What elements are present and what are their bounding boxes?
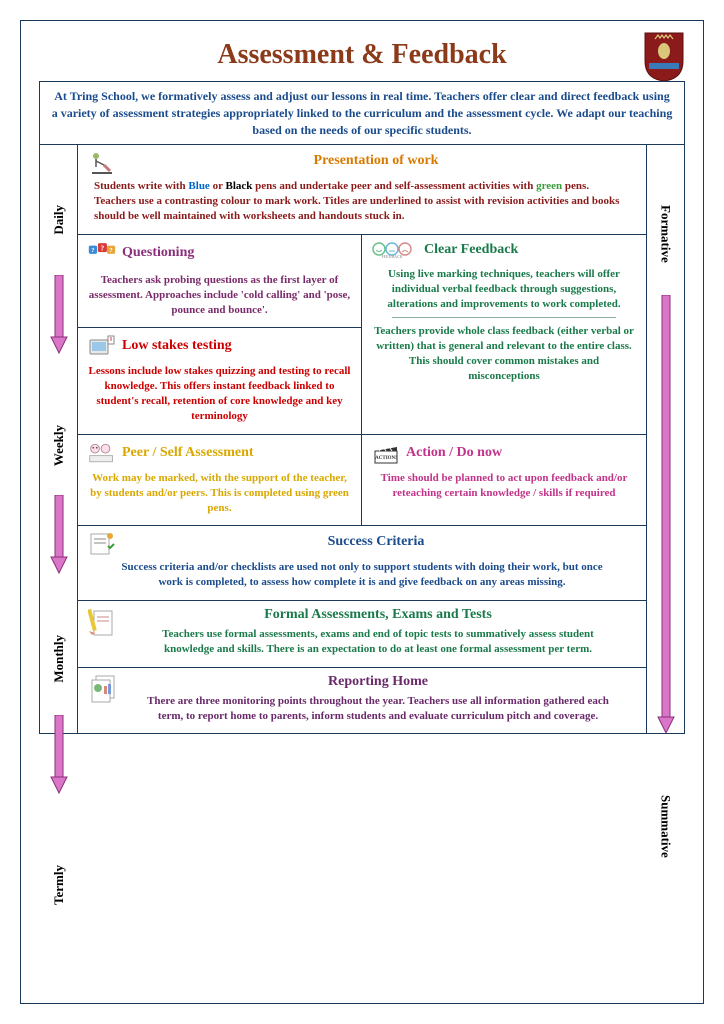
section-questioning: ? ? ? Questioning Teachers ask probing q…	[78, 235, 361, 329]
label-daily: Daily	[51, 205, 67, 235]
writing-icon	[88, 151, 116, 175]
header: Assessment & Feedback	[39, 39, 685, 71]
main-grid: Daily Weekly Monthly Termly	[40, 145, 684, 733]
success-body: Success criteria and/or checklists are u…	[88, 560, 636, 590]
questioning-title: Questioning	[122, 245, 194, 261]
presentation-body: Students write with Blue or Black pens a…	[88, 179, 636, 224]
pencil-paper-icon	[88, 607, 120, 639]
report-papers-icon	[88, 674, 120, 704]
section-formal: Formal Assessments, Exams and Tests Teac…	[78, 601, 646, 668]
svg-text:?: ?	[91, 247, 94, 254]
section-success: Success Criteria Success criteria and/or…	[78, 526, 646, 601]
intro-text: At Tring School, we formatively assess a…	[40, 82, 684, 145]
row-questioning-feedback: ? ? ? Questioning Teachers ask probing q…	[78, 235, 646, 435]
content-column: Presentation of work Students write with…	[78, 145, 646, 733]
arrow-down-long-icon	[656, 295, 676, 735]
low-stakes-title: Low stakes testing	[122, 338, 232, 354]
divider	[392, 317, 616, 318]
label-monthly: Monthly	[51, 635, 67, 683]
section-peer: Peer / Self Assessment Work may be marke…	[78, 435, 362, 526]
peer-body: Work may be marked, with the support of …	[88, 471, 351, 516]
arrow-down-icon	[49, 495, 69, 575]
questioning-body: Teachers ask probing questions as the fi…	[88, 273, 351, 318]
checklist-icon	[88, 532, 116, 556]
section-reporting: Reporting Home There are three monitorin…	[78, 668, 646, 734]
timeline-right: Formative Summative	[646, 145, 684, 733]
formal-body: Teachers use formal assessments, exams a…	[120, 627, 636, 657]
clear-feedback-body2: Teachers provide whole class feedback (e…	[372, 324, 636, 383]
quiz-icon	[88, 334, 116, 358]
clear-feedback-title: Clear Feedback	[424, 242, 518, 258]
formal-title: Formal Assessments, Exams and Tests	[120, 607, 636, 623]
section-clear-feedback: FEEDBACK Clear Feedback Using live marki…	[362, 235, 646, 434]
label-weekly: Weekly	[51, 425, 67, 466]
svg-text:?: ?	[101, 243, 105, 252]
svg-text:FEEDBACK: FEEDBACK	[381, 254, 402, 259]
section-action: ACTION! Action / Do now Time should be p…	[362, 435, 646, 526]
school-logo-icon	[643, 31, 685, 81]
svg-text:?: ?	[109, 247, 112, 254]
clapperboard-icon: ACTION!	[372, 441, 400, 465]
clear-feedback-body1: Using live marking techniques, teachers …	[372, 267, 636, 312]
action-title: Action / Do now	[406, 445, 502, 461]
presentation-title: Presentation of work	[116, 153, 636, 169]
page-title: Assessment & Feedback	[217, 39, 506, 71]
arrow-down-icon	[49, 275, 69, 355]
arrow-down-icon	[49, 715, 69, 795]
question-marks-icon: ? ? ?	[88, 241, 116, 265]
page-outer: Assessment & Feedback At Tring School, w…	[20, 20, 704, 1004]
timeline-left: Daily Weekly Monthly Termly	[40, 145, 78, 733]
label-formative: Formative	[658, 205, 674, 263]
row-peer-action: Peer / Self Assessment Work may be marke…	[78, 435, 646, 527]
section-low-stakes: Low stakes testing Lessons include low s…	[78, 328, 361, 433]
svg-text:ACTION!: ACTION!	[375, 456, 397, 461]
col-left-qlow: ? ? ? Questioning Teachers ask probing q…	[78, 235, 362, 434]
peer-title: Peer / Self Assessment	[122, 445, 254, 461]
reporting-body: There are three monitoring points throug…	[120, 694, 636, 724]
label-summative: Summative	[658, 795, 674, 858]
action-body: Time should be planned to act upon feedb…	[372, 471, 636, 501]
section-presentation: Presentation of work Students write with…	[78, 145, 646, 235]
low-stakes-body: Lessons include low stakes quizzing and …	[88, 364, 351, 423]
peer-people-icon	[88, 441, 116, 465]
label-termly: Termly	[51, 865, 67, 905]
reporting-title: Reporting Home	[120, 674, 636, 690]
success-title: Success Criteria	[116, 534, 636, 550]
smiley-faces-icon: FEEDBACK	[372, 241, 412, 259]
content-frame: At Tring School, we formatively assess a…	[39, 81, 685, 734]
